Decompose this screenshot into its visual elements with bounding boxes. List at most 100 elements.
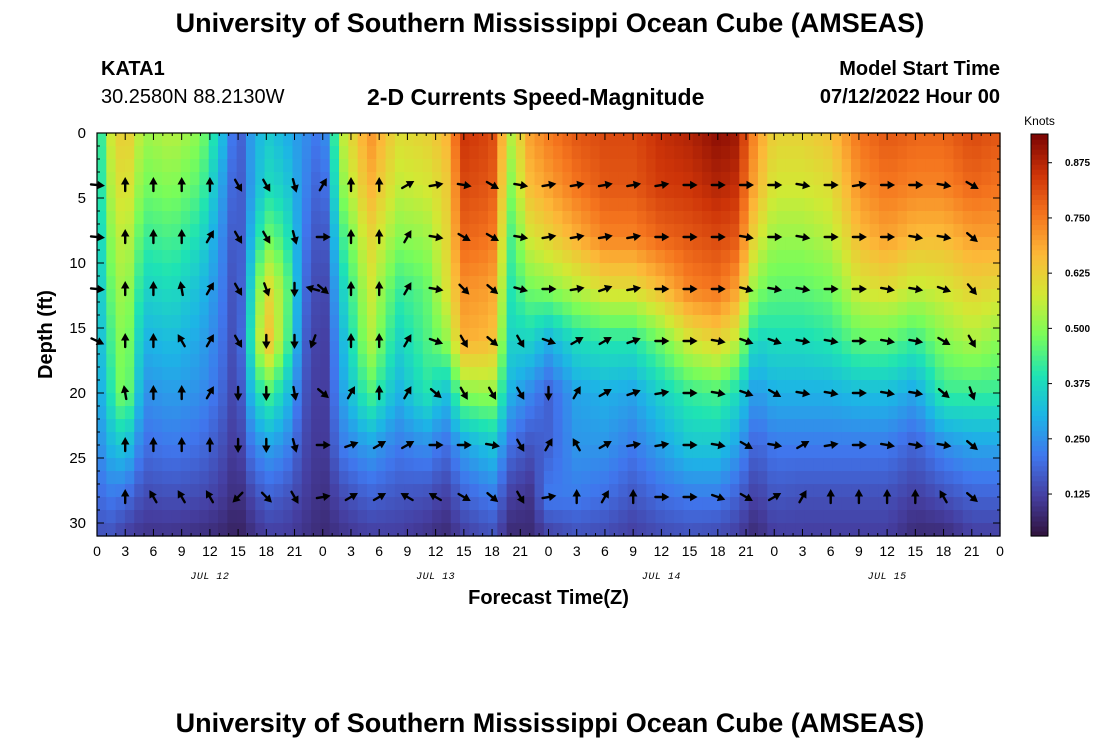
heat-cell	[497, 198, 508, 212]
heat-cell	[832, 146, 843, 160]
heat-cell	[953, 172, 964, 186]
heat-cell	[869, 224, 880, 238]
heat-cell	[962, 367, 973, 381]
heat-cell	[106, 328, 117, 342]
heat-cell	[106, 380, 117, 394]
heat-cell	[124, 133, 135, 147]
heat-cell	[162, 510, 173, 524]
heat-cell	[944, 523, 955, 537]
heat-cell	[329, 328, 340, 342]
current-arrow	[458, 283, 470, 295]
colorbar-segment	[1031, 169, 1048, 175]
heat-cell	[813, 263, 824, 277]
heat-cell	[487, 289, 498, 303]
heat-cell	[525, 354, 536, 368]
heat-cell	[339, 211, 349, 225]
heat-cell	[897, 510, 908, 524]
heat-cell	[441, 510, 452, 524]
heat-cell	[227, 393, 238, 407]
heat-cell	[218, 354, 228, 368]
heat-cell	[627, 523, 638, 537]
heat-cell	[450, 185, 461, 199]
heat-cell	[823, 237, 834, 251]
heat-cell	[264, 380, 275, 394]
heat-cell	[878, 380, 889, 394]
heat-cell	[106, 458, 117, 472]
heat-cell	[860, 523, 871, 537]
heat-cell	[218, 315, 228, 329]
heat-cell	[664, 484, 675, 498]
heat-cell	[581, 198, 591, 212]
current-arrow	[541, 337, 557, 346]
heat-cell	[385, 393, 396, 407]
current-arrow	[572, 489, 581, 505]
heat-cell	[888, 289, 899, 303]
heat-cell	[720, 328, 731, 342]
heat-cell	[115, 302, 126, 316]
current-arrow	[205, 437, 215, 453]
heat-cell	[292, 289, 303, 303]
heat-cell	[702, 510, 713, 524]
heat-cell	[497, 419, 508, 433]
heat-cell	[525, 341, 536, 355]
heat-cell	[450, 523, 461, 537]
current-arrow	[317, 283, 329, 295]
current-arrow	[290, 230, 299, 245]
heat-cell	[432, 263, 443, 277]
heat-cell	[404, 211, 415, 225]
heat-cell	[264, 172, 275, 186]
heat-cell	[981, 341, 992, 355]
heat-cell	[311, 211, 322, 225]
heat-cell	[506, 497, 517, 511]
heat-cell	[394, 328, 405, 342]
heat-cell	[348, 510, 359, 524]
heat-cell	[897, 380, 908, 394]
heat-cell	[329, 263, 340, 277]
main-title: University of Southern Mississippi Ocean…	[175, 8, 925, 38]
heat-cell	[366, 185, 377, 199]
heat-cell	[134, 471, 145, 485]
heat-cell	[683, 302, 694, 316]
heat-cell	[152, 367, 163, 381]
heat-cell	[832, 133, 843, 147]
arrow-head	[830, 336, 839, 346]
heat-cell	[720, 185, 731, 199]
arrow-head	[489, 286, 499, 295]
heat-cell	[962, 133, 973, 147]
heat-cell	[581, 237, 591, 251]
heat-cell	[208, 185, 219, 199]
heat-cell	[618, 471, 629, 485]
heat-cell	[339, 133, 349, 147]
heat-cell	[906, 224, 917, 238]
heat-cell	[664, 302, 675, 316]
heat-cell	[878, 510, 889, 524]
current-arrow	[149, 177, 158, 193]
heat-cell	[562, 406, 573, 420]
heat-cell	[674, 263, 685, 277]
heat-cell	[944, 133, 955, 147]
heat-cell	[487, 432, 498, 446]
heat-cell	[208, 302, 219, 316]
arrow-head	[516, 443, 525, 452]
heat-cell	[190, 497, 200, 511]
heat-cell	[748, 510, 759, 524]
heat-cell	[711, 159, 722, 173]
heat-cell	[515, 159, 526, 173]
heat-cell	[757, 185, 768, 199]
heat-cell	[97, 302, 107, 316]
heat-cell	[97, 523, 107, 537]
colorbar-segment	[1031, 144, 1048, 150]
heat-cell	[785, 289, 796, 303]
heat-cell	[199, 419, 210, 433]
heat-cell	[478, 432, 489, 446]
heat-cell	[283, 185, 294, 199]
heat-cell	[199, 341, 210, 355]
heat-cell	[906, 406, 917, 420]
heat-cell	[413, 289, 424, 303]
heat-cell	[962, 523, 973, 537]
heat-cell	[692, 302, 703, 316]
heat-cell	[320, 211, 331, 225]
heat-cell	[357, 419, 368, 433]
heat-cell	[748, 237, 759, 251]
heat-cell	[357, 328, 368, 342]
